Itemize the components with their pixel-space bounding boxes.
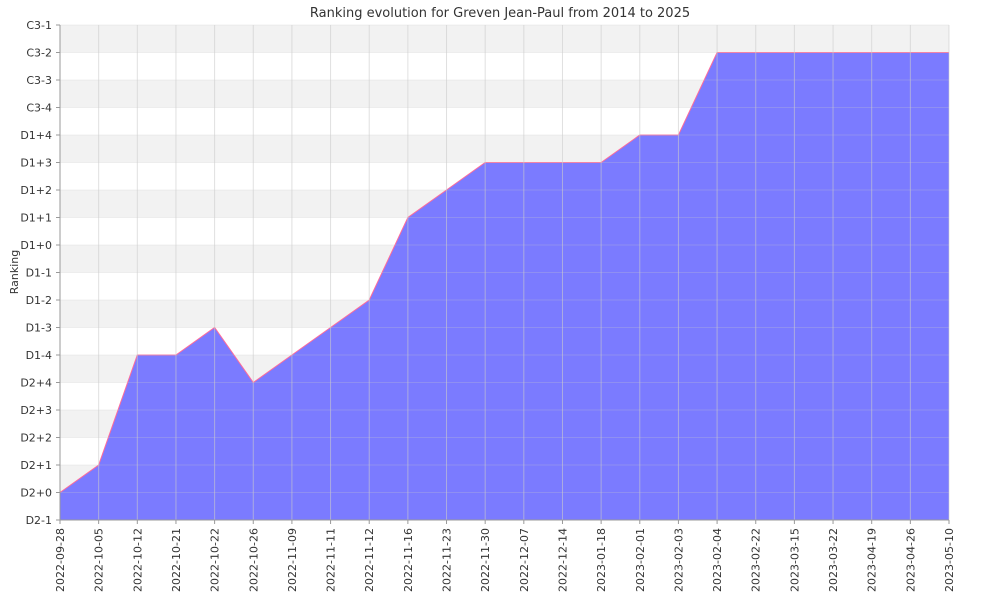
x-tick-label: 2022-11-16 bbox=[402, 528, 415, 592]
data-point bbox=[639, 134, 641, 136]
x-tick-label: 2022-11-11 bbox=[325, 528, 338, 592]
data-point bbox=[368, 299, 370, 301]
y-tick-label: D1+1 bbox=[20, 212, 52, 225]
x-tick-label: 2023-01-18 bbox=[595, 528, 608, 592]
y-tick-label: D1+4 bbox=[20, 129, 52, 142]
x-tick-label: 2022-12-07 bbox=[518, 528, 531, 592]
data-point bbox=[716, 52, 718, 54]
x-tick-label: 2022-11-30 bbox=[479, 528, 492, 592]
y-tick-label: D1+0 bbox=[20, 239, 52, 252]
data-point bbox=[677, 134, 679, 136]
data-point bbox=[59, 492, 61, 494]
data-point bbox=[446, 189, 448, 191]
data-point bbox=[561, 162, 563, 164]
x-tick-label: 2023-04-26 bbox=[904, 528, 917, 592]
x-tick-label: 2022-10-22 bbox=[209, 528, 222, 592]
x-tick-label: 2022-10-05 bbox=[93, 528, 106, 592]
y-axis-ticks: C3-1 C3-2 C3-3 C3-4 D1+4 D1+3 D1+2 D1+1 D1+0 D1-1… bbox=[20, 19, 60, 527]
y-tick-label: D1-4 bbox=[26, 349, 52, 362]
y-tick-label: C3-1 bbox=[26, 19, 52, 32]
y-tick-label: D1+2 bbox=[20, 184, 52, 197]
x-tick-label: 2022-11-23 bbox=[441, 528, 454, 592]
data-point bbox=[98, 464, 100, 466]
background-band bbox=[60, 25, 949, 53]
y-axis-label: Ranking bbox=[8, 250, 21, 295]
y-tick-label: D1+3 bbox=[20, 157, 52, 170]
x-tick-label: 2022-09-28 bbox=[54, 528, 67, 592]
y-tick-label: D2-1 bbox=[26, 514, 52, 527]
data-point bbox=[407, 217, 409, 219]
x-tick-label: 2023-02-03 bbox=[672, 528, 685, 592]
x-tick-label: 2023-05-10 bbox=[943, 528, 956, 592]
data-point bbox=[330, 327, 332, 329]
data-point bbox=[252, 382, 254, 384]
data-point bbox=[909, 52, 911, 54]
data-point bbox=[523, 162, 525, 164]
y-tick-label: D1-2 bbox=[26, 294, 52, 307]
x-tick-label: 2023-02-22 bbox=[750, 528, 763, 592]
data-point bbox=[214, 327, 216, 329]
data-point bbox=[948, 52, 950, 54]
y-tick-label: C3-4 bbox=[26, 102, 52, 115]
chart-title: Ranking evolution for Greven Jean-Paul f… bbox=[310, 6, 690, 21]
y-tick-label: C3-3 bbox=[26, 74, 52, 87]
x-tick-label: 2022-10-12 bbox=[131, 528, 144, 592]
x-tick-label: 2022-12-14 bbox=[556, 528, 569, 592]
y-tick-label: D2+3 bbox=[20, 404, 52, 417]
y-tick-label: D2+1 bbox=[20, 459, 52, 472]
data-point bbox=[484, 162, 486, 164]
x-tick-label: 2022-10-21 bbox=[170, 528, 183, 592]
x-tick-label: 2023-02-04 bbox=[711, 528, 724, 592]
data-point bbox=[755, 52, 757, 54]
data-point bbox=[175, 354, 177, 356]
y-tick-label: D1-1 bbox=[26, 267, 52, 280]
x-axis-ticks: 2022-09-28 2022-10-05 2022-10-12 2022-10-21… bbox=[54, 520, 956, 592]
x-tick-label: 2023-02-01 bbox=[634, 528, 647, 592]
x-tick-label: 2022-11-12 bbox=[363, 528, 376, 592]
x-tick-label: 2022-11-09 bbox=[286, 528, 299, 592]
y-tick-label: D2+4 bbox=[20, 377, 52, 390]
data-point bbox=[291, 354, 293, 356]
data-point bbox=[832, 52, 834, 54]
x-tick-label: 2022-10-26 bbox=[247, 528, 260, 592]
data-point bbox=[136, 354, 138, 356]
y-tick-label: C3-2 bbox=[26, 47, 52, 60]
x-tick-label: 2023-03-22 bbox=[827, 528, 840, 592]
data-point bbox=[600, 162, 602, 164]
gridlines bbox=[59, 24, 950, 521]
data-point bbox=[793, 52, 795, 54]
y-tick-label: D2+0 bbox=[20, 487, 52, 500]
y-tick-label: D1-3 bbox=[26, 322, 52, 335]
x-tick-label: 2023-03-15 bbox=[788, 528, 801, 592]
x-tick-label: 2023-04-19 bbox=[866, 528, 879, 592]
data-point bbox=[871, 52, 873, 54]
y-tick-label: D2+2 bbox=[20, 432, 52, 445]
ranking-area bbox=[60, 52, 949, 520]
